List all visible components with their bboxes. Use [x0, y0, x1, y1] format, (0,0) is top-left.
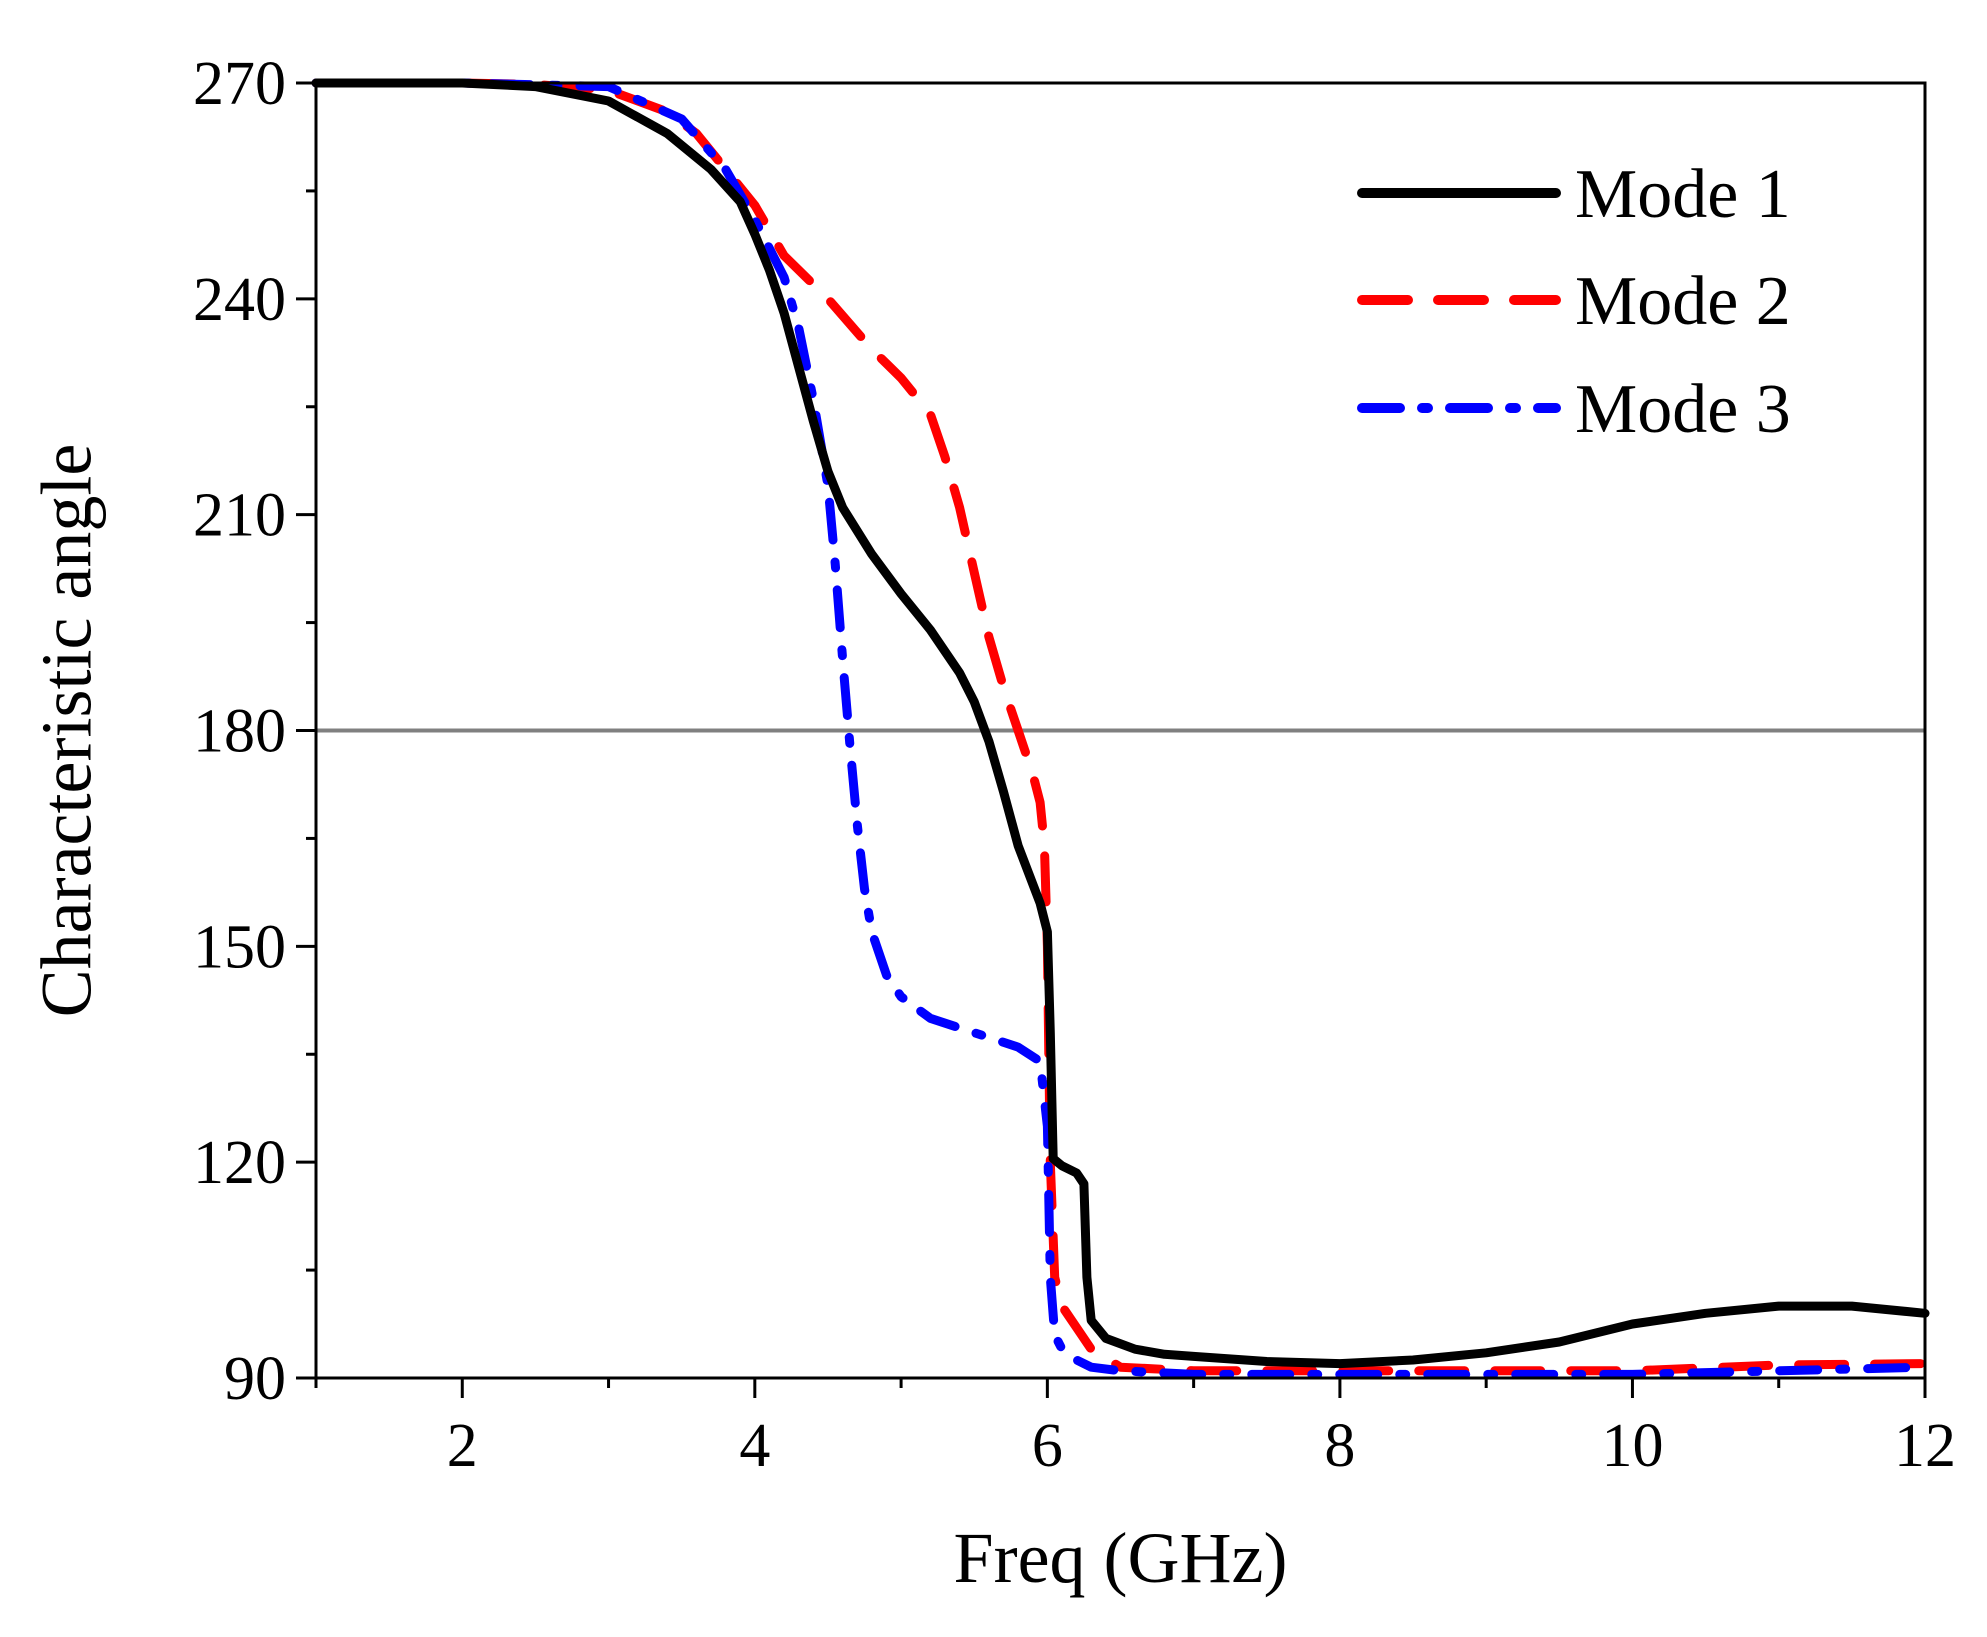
- series-line-mode-3: [311, 78, 1930, 1379]
- legend-label-mode-1: Mode 1: [1575, 156, 1791, 233]
- legend-label-mode-3: Mode 3: [1575, 371, 1791, 448]
- y-tick-label: 270: [193, 50, 286, 118]
- ticks-group: [296, 81, 1927, 1398]
- legend-label-mode-2: Mode 2: [1575, 263, 1791, 340]
- x-tick-label: 4: [739, 1412, 770, 1480]
- series-line-mode-2: [311, 78, 1930, 1376]
- legend: Mode 1 Mode 2 Mode 3: [1357, 156, 1791, 448]
- x-tick-label: 10: [1601, 1412, 1663, 1480]
- y-tick-label: 90: [224, 1345, 286, 1413]
- series-line-mode-1: [311, 78, 1930, 1369]
- y-axis-title: Characteristic angle: [27, 444, 107, 1018]
- y-tick-label: 180: [193, 698, 286, 766]
- y-tick-label: 120: [193, 1129, 286, 1197]
- x-tick-label: 6: [1032, 1412, 1063, 1480]
- y-tick-label: 150: [193, 913, 286, 981]
- series-group: [311, 78, 1930, 1379]
- x-axis-title: Freq (GHz): [954, 1518, 1288, 1598]
- y-tick-label: 210: [193, 482, 286, 550]
- x-tick-label: 2: [447, 1412, 478, 1480]
- x-tick-labels: 2 4 6 8 10 12: [447, 1412, 1956, 1480]
- x-tick-label: 12: [1894, 1412, 1956, 1480]
- x-tick-label: 8: [1324, 1412, 1355, 1480]
- y-tick-labels: 90 120 150 180 210 240 270: [193, 50, 286, 1413]
- y-tick-label: 240: [193, 266, 286, 334]
